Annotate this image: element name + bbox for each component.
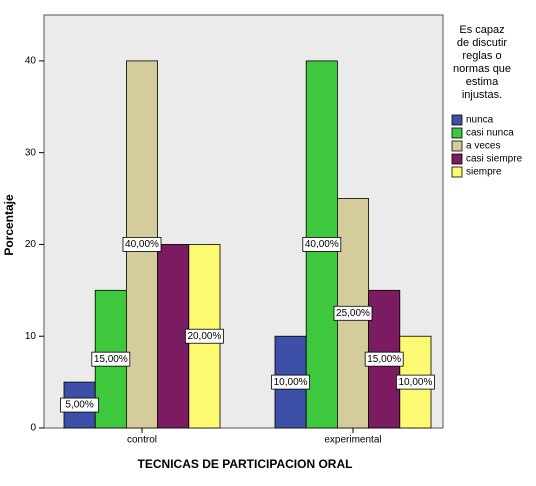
value-label: 5,00% — [65, 400, 93, 411]
value-label-box — [302, 237, 342, 252]
y-axis-title: Porcentaje — [2, 194, 16, 256]
legend-title: normas que — [453, 63, 511, 75]
x-tick-label: control — [127, 435, 157, 446]
y-tick-label: 10 — [25, 331, 37, 342]
y-tick-label: 0 — [30, 423, 36, 434]
legend-swatch — [451, 127, 463, 139]
value-label-box — [395, 374, 435, 390]
value-label-box — [364, 351, 404, 367]
y-tick-label: 20 — [25, 239, 37, 250]
legend-title: Es capaz — [459, 24, 504, 36]
legend-swatch — [451, 140, 463, 152]
value-label: 25,00% — [336, 308, 370, 319]
x-axis-title: TECNICAS DE PARTICIPACION ORAL — [138, 457, 353, 471]
y-tick-label: 30 — [25, 147, 37, 158]
value-label-box — [184, 328, 224, 344]
legend-label: casi nunca — [466, 128, 514, 139]
value-label-box — [60, 397, 99, 413]
value-label-box — [333, 305, 373, 321]
value-label: 40,00% — [125, 239, 159, 250]
legend-title: estima — [466, 76, 499, 88]
x-tick-label: experimental — [324, 435, 381, 446]
value-label: 15,00% — [367, 354, 401, 365]
legend-label: siempre — [466, 167, 502, 178]
value-label: 20,00% — [187, 331, 221, 342]
value-label: 40,00% — [305, 239, 339, 250]
legend-label: nunca — [466, 115, 494, 126]
legend-title: reglas o — [462, 50, 501, 62]
value-label: 10,00% — [274, 377, 308, 388]
y-tick-label: 40 — [25, 56, 37, 67]
value-label-box — [91, 351, 131, 367]
legend-swatch — [451, 166, 463, 178]
legend-title: de discutir — [457, 37, 507, 49]
legend-label: casi siempre — [466, 154, 523, 165]
bar — [157, 244, 190, 429]
value-label: 10,00% — [398, 377, 432, 388]
value-label-box — [122, 237, 162, 252]
legend-label: a veces — [466, 141, 500, 152]
legend-title: injustas. — [462, 89, 502, 101]
legend-swatch — [451, 114, 463, 126]
value-label: 15,00% — [94, 354, 128, 365]
value-label-box — [271, 374, 311, 390]
legend-swatch — [451, 153, 463, 165]
